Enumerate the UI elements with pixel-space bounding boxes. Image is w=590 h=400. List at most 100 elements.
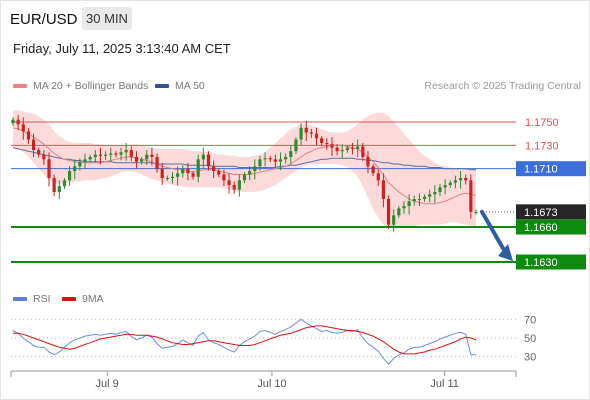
candle-body <box>140 159 144 162</box>
level-tag-1.1660 <box>516 219 586 235</box>
candle-body <box>242 174 247 181</box>
candle-body <box>78 161 82 167</box>
candle-body <box>443 185 447 188</box>
candle-body <box>186 168 190 174</box>
candle-body <box>325 143 329 145</box>
legend-9ma-label: 9MA <box>82 293 104 305</box>
candle-body <box>356 146 360 149</box>
candle-body <box>83 159 87 162</box>
candle-body <box>299 127 303 140</box>
x-tick-label: Jul 11 <box>430 378 459 390</box>
level-label-1.1630: 1.1630 <box>524 257 558 269</box>
datetime-label: Friday, July 11, 2025 3:13:40 AM CET <box>13 41 231 56</box>
candle-body <box>366 157 370 167</box>
level-tag-1.1630 <box>516 254 586 270</box>
candle-body <box>124 150 128 153</box>
candle-body <box>438 187 442 192</box>
candle-body <box>345 147 349 150</box>
candle-body <box>145 154 149 160</box>
candle-body <box>428 194 432 197</box>
candle-body <box>232 185 236 190</box>
candle-body <box>88 157 92 160</box>
candle-body <box>206 154 211 167</box>
research-credit: Research © 2025 Trading Central <box>424 80 581 92</box>
candle-body <box>170 176 175 178</box>
candle-body <box>11 119 15 124</box>
candle-body <box>52 178 56 192</box>
interval-badge[interactable]: 30 MIN <box>82 7 132 30</box>
candle-body <box>469 180 473 212</box>
rsi-tick-70: 70 <box>524 314 536 326</box>
candle-body <box>62 180 67 187</box>
candle-body <box>289 151 293 157</box>
candle-body <box>222 174 226 181</box>
candle-body <box>340 150 344 152</box>
x-tick-label: Jul 9 <box>96 378 119 390</box>
candle-body <box>376 173 380 181</box>
candle-body <box>458 178 463 181</box>
candle-body <box>253 166 257 171</box>
level-label-1.1750: 1.1750 <box>525 117 559 129</box>
legend-ma50-label: MA 50 <box>175 80 205 92</box>
candle-body <box>47 159 51 178</box>
candle-body <box>402 206 406 209</box>
candle-body <box>191 173 195 177</box>
candle-body <box>448 182 452 185</box>
candle-body <box>335 147 339 152</box>
candle-body <box>330 144 334 148</box>
candle-body <box>16 119 20 125</box>
candle-body <box>386 199 391 225</box>
candle-body <box>155 157 159 169</box>
x-tick-label: Jul 10 <box>257 378 286 390</box>
level-tag-1.1710 <box>516 161 586 177</box>
rsi-tick-30: 30 <box>524 352 536 364</box>
candle-body <box>134 157 139 162</box>
candle-body <box>176 173 180 177</box>
candle-body <box>453 180 458 183</box>
level-label-1.1710: 1.1710 <box>524 164 558 176</box>
candle-body <box>129 150 133 157</box>
legend-9ma: 9MA <box>62 293 104 305</box>
candle-body <box>37 150 41 155</box>
candle-body <box>212 166 216 171</box>
candle-body <box>314 133 319 139</box>
legend-rsi: RSI <box>13 293 51 305</box>
legend-rsi-label: RSI <box>33 293 51 305</box>
candle-body <box>433 192 437 195</box>
legend-ma50: MA 50 <box>155 80 205 92</box>
candle-body <box>268 158 272 160</box>
symbol-label: EUR/USD <box>10 11 78 28</box>
candle-body <box>464 178 468 181</box>
candle-body <box>119 152 123 155</box>
level-label-1.1730: 1.1730 <box>525 140 559 152</box>
candle-body <box>392 215 396 225</box>
candle-body <box>273 159 277 162</box>
candle-body <box>237 180 241 190</box>
candle-body <box>160 168 164 178</box>
candle-body <box>412 199 416 202</box>
legend-ma20-bollinger: MA 20 + Bollinger Bands <box>13 80 148 92</box>
candle-body <box>109 153 113 155</box>
chart-header: EUR/USD 30 MIN <box>0 0 590 37</box>
legend-ma20-label: MA 20 + Bollinger Bands <box>33 80 149 92</box>
legend-ma20-swatch <box>13 84 27 89</box>
candle-body <box>67 171 72 181</box>
candle-body <box>263 158 267 160</box>
candle-body <box>422 196 427 199</box>
candle-body <box>150 154 154 157</box>
bollinger-band <box>13 110 476 229</box>
candle-body <box>381 180 385 199</box>
level-label-1.1660: 1.1660 <box>524 222 558 234</box>
candle-body <box>407 201 411 206</box>
candles <box>11 115 478 232</box>
candle-body <box>284 157 288 160</box>
candle-body <box>417 199 422 200</box>
level-tag-1.1673 <box>516 204 586 220</box>
candle-body <box>309 132 313 134</box>
rsi-9ma-line <box>13 325 477 355</box>
candle-body <box>397 208 401 216</box>
legend-rsi-swatch <box>13 297 27 302</box>
candle-body <box>196 159 200 177</box>
rsi-tick-50: 50 <box>524 333 536 345</box>
